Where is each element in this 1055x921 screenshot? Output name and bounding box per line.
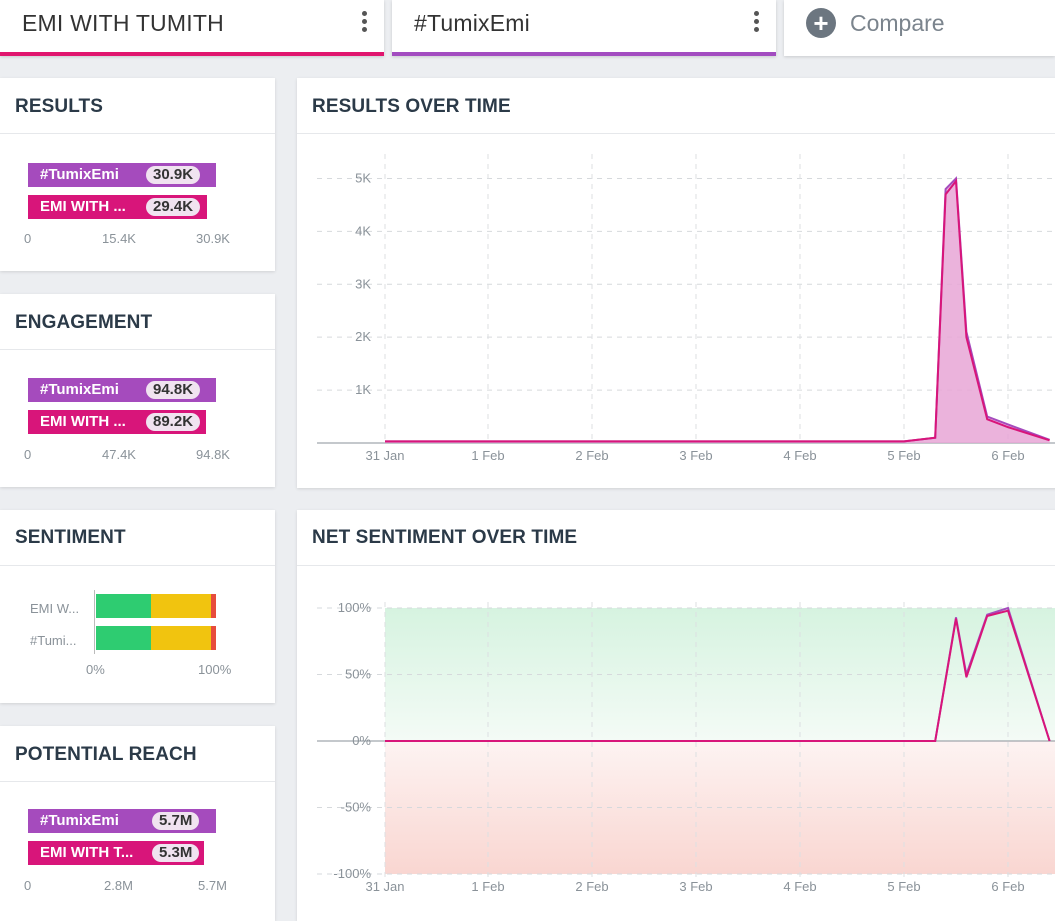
series-area: [385, 178, 1050, 444]
axis-tick: 5.7M: [198, 878, 227, 893]
tab-tumixemi[interactable]: #TumixEmi: [392, 0, 776, 56]
tab-title: #TumixEmi: [414, 10, 530, 36]
bar-label: EMI WITH T...: [40, 844, 134, 861]
x-tick-label: 1 Feb: [471, 879, 504, 894]
bar-tumixemi[interactable]: #TumixEmi 94.8K: [28, 378, 216, 402]
bar-tumixemi[interactable]: #TumixEmi 5.7M: [28, 809, 216, 833]
sentiment-negative-segment[interactable]: [211, 626, 216, 650]
axis-tick: 0%: [86, 662, 105, 677]
axis-tick: 94.8K: [196, 447, 230, 462]
sentiment-card: SENTIMENT EMI W... #Tumi... 0% 100%: [0, 510, 275, 703]
axis-tick: 100%: [198, 662, 232, 677]
y-tick-label: -100%: [333, 866, 371, 881]
sentiment-positive-segment[interactable]: [96, 626, 152, 650]
axis-tick: 47.4K: [102, 447, 136, 462]
bar-label: #TumixEmi: [40, 166, 119, 183]
x-tick-label: 2 Feb: [575, 448, 608, 463]
sentiment-neutral-segment[interactable]: [151, 626, 212, 650]
x-tick-label: 31 Jan: [365, 448, 404, 463]
net-sentiment-card: NET SENTIMENT OVER TIME 100% 50% 0% -50% -10…: [297, 510, 1055, 921]
bar-value: 5.3M: [152, 844, 200, 862]
more-options-icon[interactable]: [752, 8, 760, 36]
x-tick-label: 2 Feb: [575, 879, 608, 894]
sentiment-row-label: EMI W...: [30, 601, 80, 616]
sentiment-row-label: #Tumi...: [30, 633, 77, 648]
x-tick-label: 3 Feb: [679, 448, 712, 463]
y-tick-label: 50%: [345, 667, 371, 682]
card-title: SENTIMENT: [15, 527, 126, 548]
y-tick-label: 100%: [338, 600, 372, 615]
bar-emi-with-tumith[interactable]: EMI WITH ... 89.2K: [28, 410, 206, 434]
bar-value: 89.2K: [146, 413, 201, 431]
axis-tick: 30.9K: [196, 231, 230, 246]
y-tick-label: 2K: [355, 329, 371, 344]
x-tick-label: 4 Feb: [783, 448, 816, 463]
y-tick-label: 0%: [352, 733, 371, 748]
x-tick-label: 5 Feb: [887, 879, 920, 894]
x-tick-label: 1 Feb: [471, 448, 504, 463]
bar-label: EMI WITH ...: [40, 198, 126, 215]
bar-value: 29.4K: [146, 198, 201, 216]
axis-tick: 0: [24, 231, 32, 246]
compare-button[interactable]: + Compare: [784, 0, 1055, 56]
y-tick-label: -50%: [341, 800, 372, 815]
card-title: RESULTS OVER TIME: [312, 96, 511, 117]
bar-value: 30.9K: [146, 166, 201, 184]
sentiment-neutral-segment[interactable]: [151, 594, 212, 618]
results-over-time-chart[interactable]: 5K 4K 3K 2K 1K 31 Jan 1 Feb 2 Feb 3 Feb 4 Feb 5 Fe…: [297, 134, 1055, 488]
card-title: POTENTIAL REACH: [15, 744, 197, 765]
bar-label: #TumixEmi: [40, 812, 119, 829]
sentiment-positive-segment[interactable]: [96, 594, 152, 618]
tab-emi-with-tumith[interactable]: EMI WITH TUMITH: [0, 0, 384, 56]
net-sentiment-chart[interactable]: 100% 50% 0% -50% -100%31 Jan 1 Feb 2 Feb 3 Feb 4…: [297, 566, 1055, 921]
x-tick-label: 3 Feb: [679, 879, 712, 894]
add-icon: +: [806, 8, 836, 38]
card-title: ENGAGEMENT: [15, 312, 153, 333]
y-tick-label: 4K: [355, 223, 371, 238]
axis-tick: 15.4K: [102, 231, 136, 246]
results-card: RESULTS #TumixEmi 30.9K EMI WITH ... 29.…: [0, 78, 275, 271]
x-tick-label: 4 Feb: [783, 879, 816, 894]
potential-reach-card: POTENTIAL REACH #TumixEmi 5.7M EMI WITH …: [0, 726, 275, 921]
bar-label: #TumixEmi: [40, 381, 119, 398]
axis-tick: 0: [24, 447, 32, 462]
y-tick-label: 3K: [355, 276, 371, 291]
series-line-1: [385, 609, 1051, 742]
x-tick-label: 5 Feb: [887, 448, 920, 463]
compare-label: Compare: [850, 10, 945, 36]
bar-value: 5.7M: [152, 812, 200, 830]
bar-tumixemi[interactable]: #TumixEmi 30.9K: [28, 163, 216, 187]
x-tick-label: 6 Feb: [991, 448, 1024, 463]
y-tick-label: 5K: [355, 170, 371, 185]
engagement-card: ENGAGEMENT #TumixEmi 94.8K EMI WITH ... …: [0, 294, 275, 487]
tab-underline: [0, 52, 384, 56]
sentiment-negative-segment[interactable]: [211, 594, 216, 618]
tab-title: EMI WITH TUMITH: [22, 10, 224, 36]
x-tick-label: 31 Jan: [365, 879, 404, 894]
axis-tick: 2.8M: [104, 878, 133, 893]
bar-value: 94.8K: [146, 381, 201, 399]
y-tick-label: 1K: [355, 382, 371, 397]
bar-emi-with-tumith[interactable]: EMI WITH T... 5.3M: [28, 841, 204, 865]
axis-tick: 0: [24, 878, 32, 893]
bar-emi-with-tumith[interactable]: EMI WITH ... 29.4K: [28, 195, 207, 219]
x-tick-label: 6 Feb: [991, 879, 1024, 894]
more-options-icon[interactable]: [360, 8, 368, 36]
bar-label: EMI WITH ...: [40, 413, 126, 430]
results-over-time-card: RESULTS OVER TIME 5K 4K 3K 2K 1K 31 Jan 1 Feb 2…: [297, 78, 1055, 488]
card-title: RESULTS: [15, 96, 103, 117]
tab-underline: [392, 52, 776, 56]
card-title: NET SENTIMENT OVER TIME: [312, 527, 578, 548]
series-line-1: [385, 178, 1050, 443]
